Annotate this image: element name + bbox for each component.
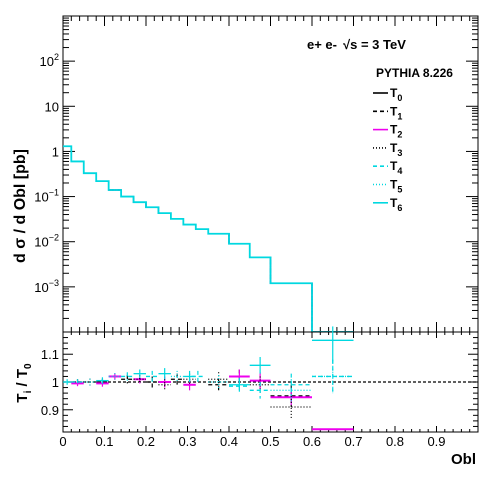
- ratio-point-T4: [249, 382, 271, 399]
- x-tick-label: 0.4: [220, 434, 238, 449]
- x-tick-label: 0.7: [344, 434, 362, 449]
- ratio-point-T3: [270, 395, 312, 419]
- ratio-tick-label: 1.1: [41, 347, 59, 362]
- ratio-plot-panel: 0 0.1 0.2 0.3 0.4 0.5 0.6 0.7 0.8 0.9 0.9 1 1.1: [41, 326, 479, 449]
- ratio-point-T5: [108, 373, 122, 380]
- y-axis-label: d σ / d Obl [pb]: [12, 149, 29, 263]
- series-T6-line: [63, 145, 354, 332]
- legend-label-T2: T2: [390, 123, 402, 140]
- main-frame: [62, 15, 479, 333]
- y-tick-label: 10−1: [34, 188, 59, 205]
- ratio-point-T4: [121, 372, 134, 381]
- series-T1-line: [63, 145, 354, 332]
- y-tick-label: 1: [52, 144, 59, 159]
- generator-label: PYTHIA 8.226: [376, 66, 453, 80]
- ratio-tick-label: 0.9: [41, 403, 59, 418]
- process-label: e+ e- √s = 3 TeV: [307, 37, 406, 52]
- ratio-point-T6: [63, 379, 72, 385]
- legend-label-T3: T3: [390, 141, 402, 158]
- y-tick-label: 10: [45, 99, 59, 114]
- series-T3-line: [63, 145, 354, 332]
- ratio-point-T6: [158, 368, 171, 380]
- x-tick-label: 0.1: [95, 434, 113, 449]
- y-tick-label: 10−3: [34, 278, 59, 295]
- ratio-point-T5: [170, 370, 184, 382]
- ratio-point-T3: [133, 375, 146, 384]
- ratio-point-T6: [96, 377, 109, 384]
- ratio-point-T6: [229, 377, 250, 392]
- x-tick-label: 0.8: [386, 434, 404, 449]
- y-tick-label: 10−2: [34, 233, 59, 250]
- x-tick-label: 0.3: [178, 434, 196, 449]
- legend-label-T4: T4: [390, 159, 402, 176]
- x-tick-label: 0.9: [427, 434, 445, 449]
- legend-label-T5: T5: [390, 178, 402, 195]
- ratio-tick-label: 1: [52, 375, 59, 390]
- series-T0-line: [63, 145, 354, 332]
- ratio-point-T4: [312, 359, 354, 394]
- ratio-axis-label: Ti / T0: [14, 363, 34, 403]
- ratio-point-T3: [249, 376, 271, 394]
- ratio-point-T1: [170, 373, 184, 385]
- x-tick-label: 0.5: [261, 434, 279, 449]
- y-tick-label: 102: [40, 52, 59, 69]
- ratio-point-T3: [208, 372, 229, 387]
- legend-label-T6: T6: [390, 196, 402, 213]
- ratio-point-T5: [208, 375, 229, 389]
- legend-label-T0: T0: [390, 86, 402, 103]
- main-plot-panel: 10−3 10−2 10−1 1 10 102: [34, 15, 479, 333]
- ratio-point-T6: [133, 369, 146, 378]
- ratio-point-T5: [270, 379, 312, 402]
- x-axis-label: Obl: [451, 451, 476, 468]
- ratio-point-T6: [249, 357, 271, 374]
- x-tick-label: 0.2: [137, 434, 155, 449]
- ratio-point-T6: [312, 326, 354, 363]
- ratio-point-T4: [270, 373, 312, 396]
- x-tick-label: 0: [59, 434, 66, 449]
- legend-label-T1: T1: [390, 104, 402, 121]
- x-tick-label: 0.6: [303, 434, 321, 449]
- series-T4-line: [63, 145, 354, 332]
- ratio-point-T4: [71, 379, 84, 385]
- ratio-point-T1: [121, 375, 134, 384]
- ratio-point-T3: [158, 379, 171, 391]
- series-T2-line: [63, 145, 354, 332]
- ratio-point-T6: [183, 370, 196, 382]
- series-T5-line: [63, 145, 354, 332]
- ratio-point-T5: [83, 378, 97, 386]
- ratio-point-T5: [312, 359, 354, 394]
- ratio-point-T4: [146, 370, 159, 382]
